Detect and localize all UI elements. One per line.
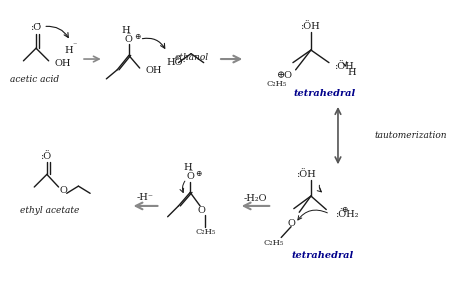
Text: OH: OH [54, 59, 71, 68]
Text: tetrahedral: tetrahedral [293, 89, 356, 98]
Text: HÖ⋅: HÖ⋅ [167, 58, 187, 67]
Text: :ÖH₂: :ÖH₂ [336, 209, 360, 218]
Text: H: H [183, 163, 192, 172]
Text: -H⁻: -H⁻ [137, 193, 153, 202]
Text: ⊕: ⊕ [195, 170, 202, 177]
Text: acetic acid: acetic acid [10, 75, 59, 84]
Text: tautomerization: tautomerization [374, 131, 446, 140]
Text: H: H [122, 26, 130, 35]
Text: tetrahedral: tetrahedral [292, 251, 354, 260]
Text: ethyl acetate: ethyl acetate [20, 206, 79, 215]
Text: ethanol: ethanol [175, 53, 209, 62]
Text: Ö: Ö [125, 35, 133, 44]
Text: :ÖH: :ÖH [301, 22, 321, 31]
Text: ⁻: ⁻ [72, 42, 77, 50]
Text: C₂H₅: C₂H₅ [266, 80, 287, 88]
Text: H: H [347, 68, 356, 77]
Text: C₂H₅: C₂H₅ [195, 228, 216, 236]
Text: -H₂O: -H₂O [243, 194, 267, 203]
Text: ⊕: ⊕ [134, 33, 140, 40]
Text: :Ö: :Ö [41, 152, 53, 161]
Text: O: O [59, 186, 67, 195]
Text: ⊕: ⊕ [341, 206, 347, 215]
Text: :ÖH: :ÖH [335, 62, 355, 71]
Text: H: H [64, 46, 73, 55]
Text: O: O [198, 206, 206, 215]
Text: OH: OH [145, 66, 162, 75]
Text: :Ö: :Ö [31, 23, 41, 32]
Text: Ö: Ö [186, 172, 194, 181]
Text: C₂H₅: C₂H₅ [264, 239, 284, 247]
Text: ⊕O: ⊕O [277, 71, 293, 80]
Text: :ÖH: :ÖH [297, 170, 316, 179]
Text: O: O [287, 218, 295, 228]
